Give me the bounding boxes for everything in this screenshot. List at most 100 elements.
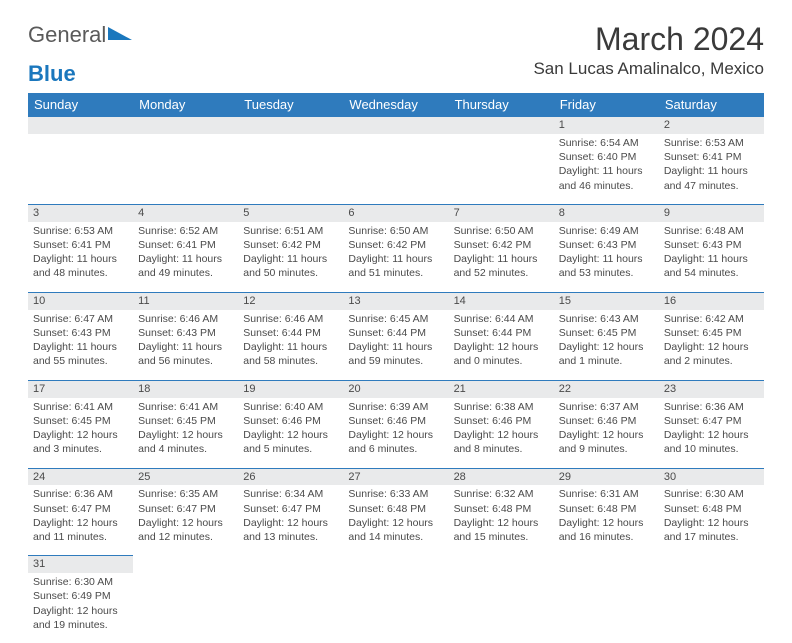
daylight: Daylight: 12 hours and 15 minutes. (454, 516, 549, 544)
day-cell: Sunrise: 6:40 AMSunset: 6:46 PMDaylight:… (238, 398, 343, 468)
daylight: Daylight: 12 hours and 6 minutes. (348, 428, 443, 456)
daynum-cell (343, 116, 448, 134)
sunset: Sunset: 6:45 PM (138, 414, 233, 428)
sunset: Sunset: 6:46 PM (243, 414, 338, 428)
sunset: Sunset: 6:43 PM (33, 326, 128, 340)
day-cell: Sunrise: 6:30 AMSunset: 6:49 PMDaylight:… (28, 573, 133, 643)
sunrise: Sunrise: 6:36 AM (33, 487, 128, 501)
sunrise: Sunrise: 6:46 AM (243, 312, 338, 326)
daynum-cell: 8 (554, 204, 659, 222)
daylight: Daylight: 12 hours and 12 minutes. (138, 516, 233, 544)
daynum-cell (343, 555, 448, 573)
daynum-cell: 14 (449, 292, 554, 310)
sunset: Sunset: 6:43 PM (664, 238, 759, 252)
daylight: Daylight: 11 hours and 55 minutes. (33, 340, 128, 368)
daylight: Daylight: 12 hours and 2 minutes. (664, 340, 759, 368)
day-cell: Sunrise: 6:42 AMSunset: 6:45 PMDaylight:… (659, 310, 764, 380)
day-header: Thursday (449, 93, 554, 116)
day-cell: Sunrise: 6:47 AMSunset: 6:43 PMDaylight:… (28, 310, 133, 380)
logo: General (28, 22, 136, 48)
daylight: Daylight: 11 hours and 50 minutes. (243, 252, 338, 280)
sunrise: Sunrise: 6:39 AM (348, 400, 443, 414)
sunrise: Sunrise: 6:45 AM (348, 312, 443, 326)
day-header-row: SundayMondayTuesdayWednesdayThursdayFrid… (28, 93, 764, 116)
sunrise: Sunrise: 6:54 AM (559, 136, 654, 150)
sunset: Sunset: 6:46 PM (454, 414, 549, 428)
sunset: Sunset: 6:47 PM (33, 502, 128, 516)
daynum-cell: 22 (554, 380, 659, 398)
day-cell (343, 573, 448, 643)
sunrise: Sunrise: 6:30 AM (664, 487, 759, 501)
daynum-cell: 5 (238, 204, 343, 222)
sunrise: Sunrise: 6:33 AM (348, 487, 443, 501)
sunrise: Sunrise: 6:44 AM (454, 312, 549, 326)
daylight: Daylight: 11 hours and 56 minutes. (138, 340, 233, 368)
sunrise: Sunrise: 6:43 AM (559, 312, 654, 326)
day-cell (238, 573, 343, 643)
day-cell: Sunrise: 6:32 AMSunset: 6:48 PMDaylight:… (449, 485, 554, 555)
daynum-cell: 6 (343, 204, 448, 222)
daylight: Daylight: 11 hours and 53 minutes. (559, 252, 654, 280)
day-header: Tuesday (238, 93, 343, 116)
sunset: Sunset: 6:45 PM (559, 326, 654, 340)
day-header: Saturday (659, 93, 764, 116)
sunrise: Sunrise: 6:32 AM (454, 487, 549, 501)
daylight: Daylight: 11 hours and 48 minutes. (33, 252, 128, 280)
day-cell: Sunrise: 6:52 AMSunset: 6:41 PMDaylight:… (133, 222, 238, 292)
sunset: Sunset: 6:44 PM (454, 326, 549, 340)
sunset: Sunset: 6:48 PM (454, 502, 549, 516)
day-cell: Sunrise: 6:53 AMSunset: 6:41 PMDaylight:… (28, 222, 133, 292)
sunset: Sunset: 6:41 PM (33, 238, 128, 252)
sunset: Sunset: 6:43 PM (559, 238, 654, 252)
daynum-cell: 27 (343, 468, 448, 486)
day-cell: Sunrise: 6:48 AMSunset: 6:43 PMDaylight:… (659, 222, 764, 292)
daylight: Daylight: 12 hours and 8 minutes. (454, 428, 549, 456)
sunset: Sunset: 6:42 PM (243, 238, 338, 252)
daylight: Daylight: 11 hours and 47 minutes. (664, 164, 759, 192)
day-cell: Sunrise: 6:45 AMSunset: 6:44 PMDaylight:… (343, 310, 448, 380)
daylight: Daylight: 12 hours and 17 minutes. (664, 516, 759, 544)
sunset: Sunset: 6:47 PM (664, 414, 759, 428)
day-cell: Sunrise: 6:34 AMSunset: 6:47 PMDaylight:… (238, 485, 343, 555)
daynum-cell: 13 (343, 292, 448, 310)
sunrise: Sunrise: 6:31 AM (559, 487, 654, 501)
sunrise: Sunrise: 6:30 AM (33, 575, 128, 589)
day-cell: Sunrise: 6:30 AMSunset: 6:48 PMDaylight:… (659, 485, 764, 555)
daynum-cell: 31 (28, 555, 133, 573)
daynum-cell (133, 116, 238, 134)
day-header: Wednesday (343, 93, 448, 116)
sunset: Sunset: 6:45 PM (664, 326, 759, 340)
sunset: Sunset: 6:47 PM (243, 502, 338, 516)
day-cell: Sunrise: 6:35 AMSunset: 6:47 PMDaylight:… (133, 485, 238, 555)
day-cell: Sunrise: 6:38 AMSunset: 6:46 PMDaylight:… (449, 398, 554, 468)
daylight: Daylight: 12 hours and 13 minutes. (243, 516, 338, 544)
logo-general: General (28, 22, 106, 48)
day-cell: Sunrise: 6:37 AMSunset: 6:46 PMDaylight:… (554, 398, 659, 468)
sunrise: Sunrise: 6:49 AM (559, 224, 654, 238)
sunrise: Sunrise: 6:47 AM (33, 312, 128, 326)
sunset: Sunset: 6:43 PM (138, 326, 233, 340)
daylight: Daylight: 12 hours and 11 minutes. (33, 516, 128, 544)
daynum-cell: 28 (449, 468, 554, 486)
daynum-cell (133, 555, 238, 573)
sunrise: Sunrise: 6:48 AM (664, 224, 759, 238)
daylight: Daylight: 11 hours and 58 minutes. (243, 340, 338, 368)
flag-icon (108, 22, 134, 48)
daynum-cell: 23 (659, 380, 764, 398)
daylight: Daylight: 11 hours and 46 minutes. (559, 164, 654, 192)
day-header: Monday (133, 93, 238, 116)
daynum-cell: 2 (659, 116, 764, 134)
sunset: Sunset: 6:44 PM (348, 326, 443, 340)
day-cell: Sunrise: 6:36 AMSunset: 6:47 PMDaylight:… (28, 485, 133, 555)
daynum-cell: 17 (28, 380, 133, 398)
daylight: Daylight: 11 hours and 54 minutes. (664, 252, 759, 280)
sunset: Sunset: 6:45 PM (33, 414, 128, 428)
day-cell (343, 134, 448, 204)
daynum-cell: 11 (133, 292, 238, 310)
daylight: Daylight: 12 hours and 3 minutes. (33, 428, 128, 456)
daynum-cell: 16 (659, 292, 764, 310)
daynum-cell: 30 (659, 468, 764, 486)
daynum-cell: 19 (238, 380, 343, 398)
daynum-cell: 18 (133, 380, 238, 398)
day-cell (449, 573, 554, 643)
